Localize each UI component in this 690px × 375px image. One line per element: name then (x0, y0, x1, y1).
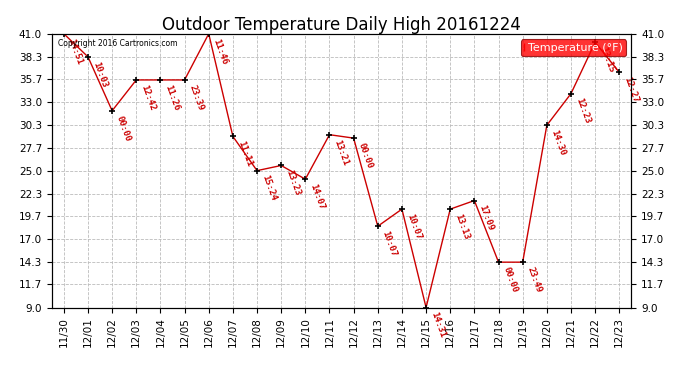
Text: 11:26: 11:26 (164, 83, 181, 112)
Text: 11:11: 11:11 (236, 140, 253, 168)
Text: 00:00: 00:00 (502, 266, 519, 294)
Text: 10:07: 10:07 (405, 213, 422, 241)
Text: 10:07: 10:07 (381, 230, 398, 258)
Text: 12:27: 12:27 (622, 76, 640, 104)
Text: 14:07: 14:07 (308, 183, 326, 211)
Text: 17:09: 17:09 (477, 204, 495, 232)
Text: 00:00: 00:00 (115, 114, 132, 142)
Text: 23:39: 23:39 (188, 83, 205, 112)
Legend: Temperature (°F): Temperature (°F) (521, 39, 626, 56)
Text: Copyright 2016 Cartronics.com: Copyright 2016 Cartronics.com (57, 39, 177, 48)
Text: 14:31: 14:31 (429, 311, 446, 339)
Text: 13:21: 13:21 (333, 138, 350, 166)
Text: 13:15: 13:15 (598, 46, 615, 74)
Text: 14:51: 14:51 (67, 37, 84, 66)
Text: 13:23: 13:23 (284, 169, 302, 197)
Text: 23:49: 23:49 (526, 266, 543, 294)
Title: Outdoor Temperature Daily High 20161224: Outdoor Temperature Daily High 20161224 (162, 16, 521, 34)
Text: 13:13: 13:13 (453, 213, 471, 241)
Text: 10:03: 10:03 (91, 60, 108, 88)
Text: 14:30: 14:30 (550, 129, 567, 157)
Text: 00:00: 00:00 (357, 141, 374, 170)
Text: 12:23: 12:23 (574, 97, 591, 125)
Text: 11:46: 11:46 (212, 37, 229, 66)
Text: 15:24: 15:24 (260, 174, 277, 202)
Text: 12:42: 12:42 (139, 83, 157, 112)
